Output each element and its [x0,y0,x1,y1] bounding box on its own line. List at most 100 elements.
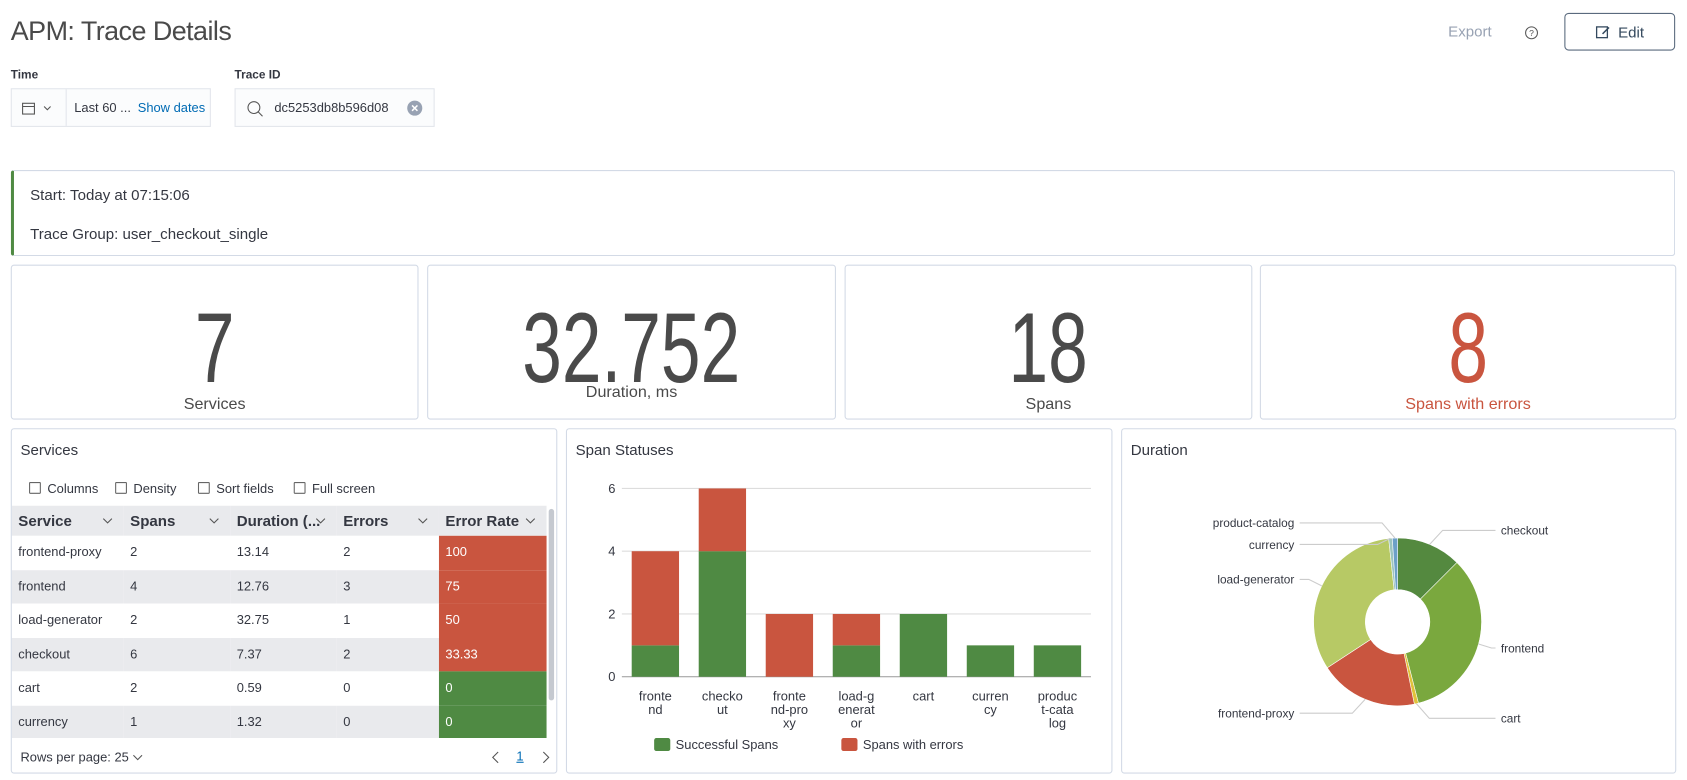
table-cell: 4 [123,569,231,604]
page-number[interactable]: 1 [516,748,524,764]
toolbar-icon [115,481,127,494]
toolbar-button[interactable]: Full screen [312,480,376,496]
time-label: Time [10,68,39,82]
toolbar-icon [293,481,306,494]
header-text: Spans [130,512,176,530]
stat-card: 32.752 Duration, ms [427,264,836,420]
stat-value-box: 18 [846,299,1252,398]
y-tick-label: 6 [608,481,615,496]
toolbar-button[interactable]: Columns [47,480,99,496]
svg-text:?: ? [1529,28,1534,38]
slice-label: product-catalog [1213,516,1295,530]
edit-button[interactable]: Edit [1564,12,1676,51]
help-icon[interactable]: ? [1525,26,1539,40]
toolbar-icon [197,481,210,494]
y-tick-label: 0 [608,669,615,684]
sort-chevron [102,506,113,536]
legend-label[interactable]: Successful Spans [676,737,779,752]
table-cell: frontend-proxy [11,535,124,570]
edit-label: Edit [1618,23,1645,41]
table-cell: 0 [336,671,439,706]
export-button[interactable]: Export [1448,22,1492,40]
bar [832,645,881,677]
leader-line [1429,529,1496,545]
stat-value: 7 [194,293,235,404]
pie-slice [1313,538,1395,669]
x-tick-label: checko ut [702,688,743,716]
y-tick-label: 2 [608,606,615,621]
slice-label: checkout [1501,524,1549,538]
trace-summary: Start: Today at 07:15:06 Trace Group: us… [10,169,1676,257]
toolbar-button[interactable]: Sort fields [216,480,274,496]
trace-id-input[interactable]: dc5253db8b596d08 [234,88,435,127]
slice-label: currency [1249,538,1294,552]
sort-chevron [209,506,220,536]
column-header[interactable]: Error Rate [438,505,547,536]
services-panel: Services Service Spans Duration (... Errors… [10,428,558,774]
stat-card: 8 Spans with errors [1259,264,1677,420]
table-cell: 2 [123,603,231,638]
trace-id-label: Trace ID [234,68,281,82]
column-header[interactable]: Spans [123,505,231,536]
slice-label: load-generator [1217,573,1294,587]
table-cell: 2 [336,637,439,672]
table-cell: 1 [336,603,439,638]
time-picker[interactable]: Last 60 ... Show dates [10,88,211,127]
bar [765,613,814,677]
column-header[interactable]: Service [11,505,124,536]
toolbar-icon [29,481,41,494]
chevron [133,754,143,761]
table-cell: 2 [123,535,231,570]
bar [698,551,747,677]
panel-title: Duration [1130,441,1188,459]
table-cell: 0 [336,705,439,739]
table-cell: 12.76 [230,569,337,604]
stat-value-box: 7 [12,299,418,398]
toolbar-button[interactable]: Density [133,480,177,496]
edit-icon [1595,26,1610,39]
table-cell: 13.14 [230,535,337,570]
header-text: Duration (... [236,512,321,530]
bar [1033,645,1082,677]
next-page[interactable] [540,751,551,764]
sort-chevron [525,506,536,536]
stat-card: 18 Spans [844,264,1253,420]
chevron [102,518,113,524]
prev-page[interactable] [491,751,502,764]
table-cell: currency [11,705,124,739]
leader-line [1299,578,1323,587]
x-tick-label: fronte nd [639,688,672,716]
leader-line [1299,522,1396,539]
time-value[interactable]: Last 60 ... [74,100,131,116]
rows-per-page[interactable]: Rows per page: 25 [20,749,129,765]
stat-value-box: 8 [1261,299,1675,398]
show-dates[interactable]: Show dates [137,100,206,116]
table-cell: 33.33 [438,637,547,672]
stat-value: 32.752 [522,293,741,404]
pie-slice [1405,562,1482,704]
stat-label: Services [183,394,246,414]
chevron [315,518,326,524]
duration-panel: Duration [1121,428,1677,774]
table-cell: 50 [438,603,547,638]
chevron [418,518,428,524]
stat-card: 7 Services [10,264,419,420]
stat-label: Spans [1025,394,1072,414]
table-cell: 2 [336,535,439,570]
legend-label[interactable]: Spans with errors [863,737,963,752]
y-tick-label: 4 [608,544,615,559]
column-header[interactable]: Errors [336,505,439,536]
bar [966,645,1015,677]
header-text: Error Rate [445,512,520,530]
chevron [525,518,536,524]
table-cell: 75 [438,569,547,604]
header-text: Errors [343,512,389,530]
column-header[interactable]: Duration (... [230,505,337,536]
scrollbar[interactable] [548,508,555,701]
table-cell: frontend [11,569,124,604]
clear-button[interactable] [407,100,423,116]
leader-line [1478,643,1496,649]
table-cell: load-generator [11,603,124,638]
